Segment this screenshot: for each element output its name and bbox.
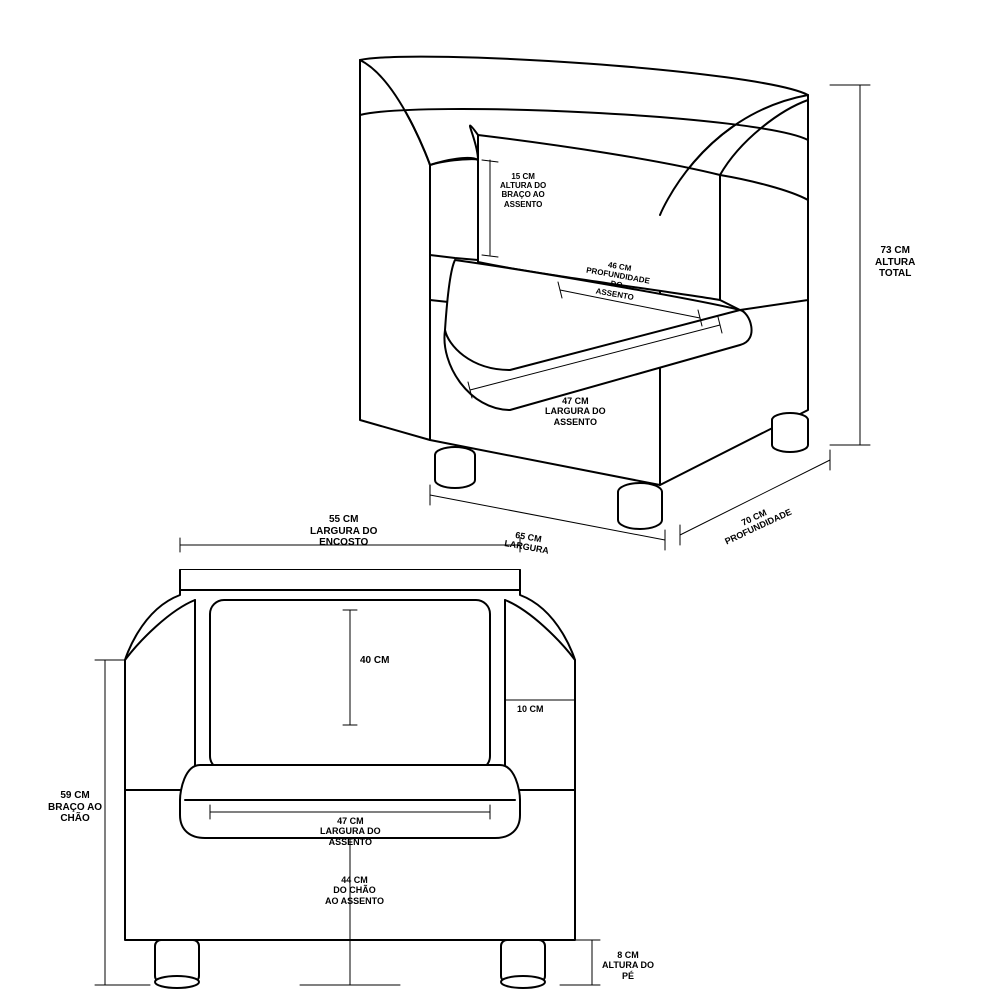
dim-floor-to-seat: 44 CM DO CHÃOAO ASSENTO <box>325 875 384 906</box>
front-chair <box>0 0 1000 1000</box>
dim-arm-to-floor: 59 CM BRAÇO AOCHÃO <box>48 790 102 825</box>
dim-seat-width-f: 47 CM LARGURA DOASSENTO <box>320 816 381 847</box>
dim-back-width: 55 CM LARGURA DOENCOSTO <box>310 514 377 549</box>
dim-foot-height: 8 CM ALTURA DOPÉ <box>602 950 654 981</box>
dim-arm-width: 10 CM <box>517 704 544 714</box>
dim-back-height: 40 CM <box>360 655 389 667</box>
